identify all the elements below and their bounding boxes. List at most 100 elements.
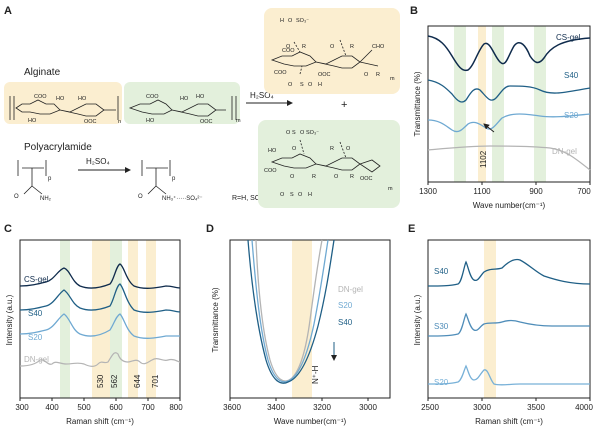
panel-letter-c: C [4,223,12,235]
svg-text:p: p [172,176,176,182]
alginate-m-block [4,82,122,124]
panel-e: E S40 S30 S20 Intensity (a.u.) 2500 3000… [408,223,593,426]
legend-e-s20: S20 [434,378,449,387]
curve-c-s40 [19,283,181,313]
axes-d [229,239,391,399]
svg-text:HO: HO [56,96,65,102]
svg-text:O: O [288,82,293,88]
legend-e-s40: S40 [434,267,449,276]
band-e [484,240,496,398]
curve-b-dn-gel [427,145,591,171]
axes-c [19,239,181,399]
curve-b-cs-gel [427,35,591,72]
alginate-reagent: H₂SO₄ [250,91,274,100]
svg-text:CHO: CHO [372,44,385,50]
curve-c-dn-gel [19,352,181,367]
svg-text:H: H [308,192,312,198]
svg-text:SO₃⁻: SO₃⁻ [306,130,319,136]
svg-text:O: O [288,18,293,24]
axes-e [427,239,591,399]
curve-e-s40 [427,258,591,287]
xtick-d-3200: 3200 [313,403,331,412]
xticks-b: 1300 1100 900 700 [419,182,591,196]
svg-text:HO: HO [28,118,37,124]
ylabel-c: Intensity (a.u.) [5,294,14,345]
xticks-c: 300 400 500 600 700 800 [15,398,183,412]
xlabel-e: Raman shift (cm⁻¹) [475,417,543,426]
product-m-structure [270,39,379,75]
band-b-2 [478,26,486,182]
alginate-structure [9,96,237,120]
pam-reagent: H₂SO₄ [86,157,110,166]
svg-text:COO: COO [264,168,277,174]
legend-d-s40: S40 [338,318,353,327]
svg-text:COO: COO [34,94,47,100]
panel-b: B CS-gel S40 S20 DN-gel 1102 Transmittan… [410,5,591,210]
xtick-b-1300: 1300 [419,187,437,196]
svg-text:NH₃⁺·····SO₄²⁻: NH₃⁺·····SO₄²⁻ [162,195,203,202]
svg-text:O: O [364,72,369,78]
svg-text:O: O [286,130,291,136]
legend-b-s40: S40 [564,71,579,80]
annotation-c-530: 530 [96,374,105,388]
band-c-1 [60,240,70,398]
annotation-c-701: 701 [151,374,160,388]
alginate-group-labels: COO HO HO HO OOC COO HO HO HO OOC m n [28,94,241,125]
band-c-5 [146,240,156,398]
svg-text:OOC: OOC [84,119,97,125]
legend-d-dn-gel: DN-gel [338,285,363,294]
curve-d-s20 [251,239,329,383]
curve-e-s30 [427,312,590,337]
annotation-c-644: 644 [133,374,142,388]
xtick-c-800: 800 [169,403,183,412]
alginate-g-block [124,82,240,124]
annotation-d-nh: N⁺-H [311,365,320,384]
xtick-c-600: 600 [109,403,123,412]
arrow-b-1102 [483,123,495,133]
panel-d: D DN-gel S20 S40 N⁺-H Transmittance (%) … [206,223,391,426]
curve-e-s20 [427,364,590,386]
xtick-e-2500: 2500 [421,403,439,412]
xtick-c-700: 700 [141,403,155,412]
svg-text:COO: COO [146,94,159,100]
xtick-d-3600: 3600 [223,403,241,412]
svg-text:H: H [318,82,322,88]
svg-text:m: m [388,186,393,192]
svg-text:O: O [308,82,313,88]
product-g-structure [270,139,381,173]
svg-text:R: R [312,174,316,180]
svg-text:O: O [334,174,339,180]
axes-b [427,25,591,183]
svg-text:O: O [300,130,305,136]
product-g-block [258,120,400,208]
polyacrylamide-label: Polyacrylamide [24,142,92,153]
panel-letter-e: E [408,223,415,235]
curve-c-cs-gel [19,263,181,289]
ylabel-e: Intensity (a.u.) [413,294,422,345]
svg-text:n: n [118,119,121,125]
svg-text:HO: HO [180,96,189,102]
svg-text:R: R [376,72,380,78]
xticks-d: 3600 3400 3200 3000 [223,398,377,412]
legend-c-cs-gel: CS-gel [24,275,49,284]
xtick-c-300: 300 [15,403,29,412]
svg-text:m: m [236,118,241,124]
svg-text:R: R [350,174,354,180]
svg-text:HO: HO [268,148,277,154]
xtick-e-3000: 3000 [473,403,491,412]
legend-c-s20: S20 [28,333,43,342]
band-b-1 [454,26,466,182]
svg-text:O: O [138,194,143,200]
ylabel-d: Transmittance (%) [211,287,220,352]
svg-text:R: R [350,44,354,50]
svg-text:O: O [286,44,291,50]
xtick-b-700: 700 [577,187,591,196]
legend-e-s30: S30 [434,322,449,331]
svg-text:p: p [48,176,52,182]
svg-text:OOC: OOC [360,176,373,182]
annotation-c-562: 562 [110,374,119,388]
pam-structure-left [17,160,47,195]
svg-text:O: O [346,146,351,152]
